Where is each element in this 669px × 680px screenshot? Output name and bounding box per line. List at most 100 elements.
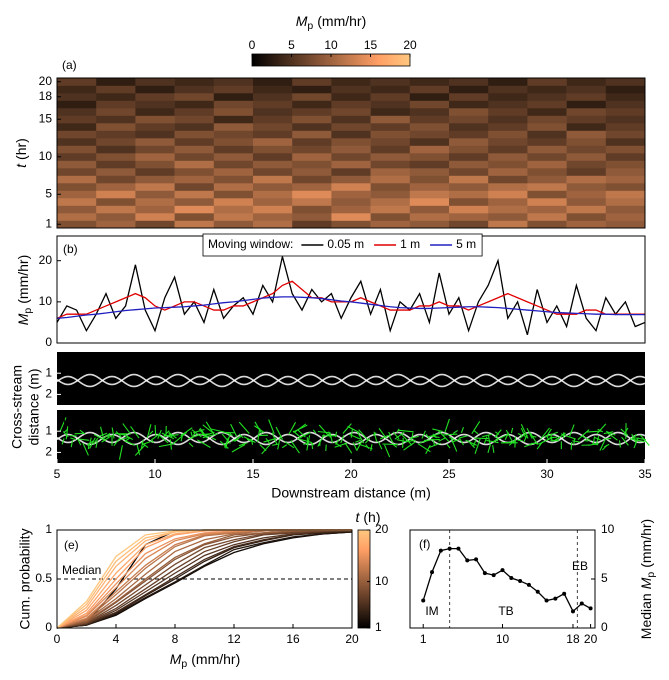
heat-cell [527, 115, 567, 124]
heat-cell [370, 198, 411, 206]
heat-cell [96, 85, 136, 94]
x-tick-label: 8 [172, 632, 179, 646]
flow-vector [505, 429, 514, 444]
heat-cell [57, 93, 97, 101]
heat-cell [566, 93, 607, 101]
y-tick-label: 18 [39, 89, 53, 103]
heat-cell [135, 78, 175, 86]
flow-vector [492, 434, 508, 443]
flow-vector [517, 432, 523, 437]
heat-cell [213, 153, 254, 161]
y-axis-label-part: Median [638, 593, 654, 639]
flow-vector [517, 439, 523, 442]
flow-vector [74, 432, 84, 435]
heat-cell [174, 168, 215, 176]
heat-cell [449, 78, 489, 86]
marker [456, 546, 461, 551]
marker [491, 573, 496, 578]
heat-cell [488, 93, 528, 101]
heat-cell [449, 85, 489, 94]
flow-vector [88, 437, 92, 447]
flow-vector [396, 439, 408, 443]
heat-cell [409, 115, 450, 124]
heat-cell [135, 130, 175, 139]
flow-vector [452, 430, 458, 434]
marker [447, 546, 452, 551]
heat-cell [409, 220, 450, 229]
heat-cell [370, 130, 411, 139]
heat-cell [96, 138, 136, 146]
flow-vector [446, 443, 451, 449]
marker [535, 589, 540, 594]
heat-cell [331, 138, 371, 146]
flow-vector [460, 426, 464, 434]
flow-vector [380, 434, 389, 440]
heat-cell [174, 183, 215, 191]
heat-cell [370, 100, 411, 109]
heat-cell [409, 213, 450, 221]
flow-vector [487, 443, 492, 454]
flow-vector [100, 426, 105, 440]
series-line [56, 529, 352, 629]
channel-line [56, 431, 646, 444]
heat-cell [566, 130, 607, 139]
heat-cell [174, 100, 215, 109]
flow-vector [173, 433, 186, 444]
flow-vector [347, 425, 360, 434]
heat-cell [292, 108, 332, 116]
marker [438, 548, 443, 553]
heat-cell [96, 190, 136, 199]
heat-cell [370, 175, 411, 184]
heat-cell [370, 205, 411, 214]
heat-cell [213, 183, 254, 191]
flow-vector [496, 435, 499, 442]
flow-vector [149, 430, 154, 435]
heat-cell [331, 130, 371, 139]
flow-vector [567, 435, 577, 440]
heat-cell [213, 108, 254, 116]
heat-cell [57, 205, 97, 214]
flow-vector [202, 433, 219, 439]
flow-vector [150, 438, 155, 443]
flow-vector [146, 424, 152, 438]
y-tick-label: 5 [45, 186, 52, 200]
heat-cell [409, 183, 450, 191]
heat-cell [370, 78, 411, 86]
flow-vector [327, 431, 331, 438]
flow-vector [592, 436, 596, 445]
flow-vector [444, 418, 450, 433]
heat-cell [292, 85, 332, 94]
flow-vector [448, 436, 456, 441]
x-tick-label: 10 [148, 467, 162, 481]
heat-cell [331, 205, 371, 214]
heat-cell [527, 138, 567, 146]
flow-vector [486, 439, 499, 444]
heat-cell [566, 138, 607, 146]
heat-cell [57, 108, 97, 116]
heat-cell [527, 183, 567, 191]
colorbar-label: t (h) [355, 509, 380, 525]
heat-cell [409, 123, 450, 131]
y-tick-label: 10 [39, 294, 53, 308]
heat-cell [292, 175, 332, 184]
heat-cell [253, 100, 293, 109]
heat-cell [370, 220, 411, 229]
heat-cell [605, 123, 646, 131]
flow-vector [202, 424, 213, 433]
heat-cell [409, 153, 450, 161]
y-axis-label-part: M [15, 313, 31, 325]
flow-vector [432, 440, 435, 446]
heat-cell [488, 108, 528, 116]
heat-cell [449, 138, 489, 146]
heat-cell [57, 78, 97, 86]
flow-vector [298, 431, 311, 439]
y-tick-label: 2 [45, 445, 52, 459]
heat-cell [57, 190, 97, 199]
heat-cell [57, 198, 97, 206]
heat-cell [57, 220, 97, 229]
flow-vector [594, 436, 602, 441]
marker [474, 557, 479, 562]
heat-cell [174, 115, 215, 124]
flow-vector [77, 438, 82, 446]
flow-vector [154, 425, 157, 436]
